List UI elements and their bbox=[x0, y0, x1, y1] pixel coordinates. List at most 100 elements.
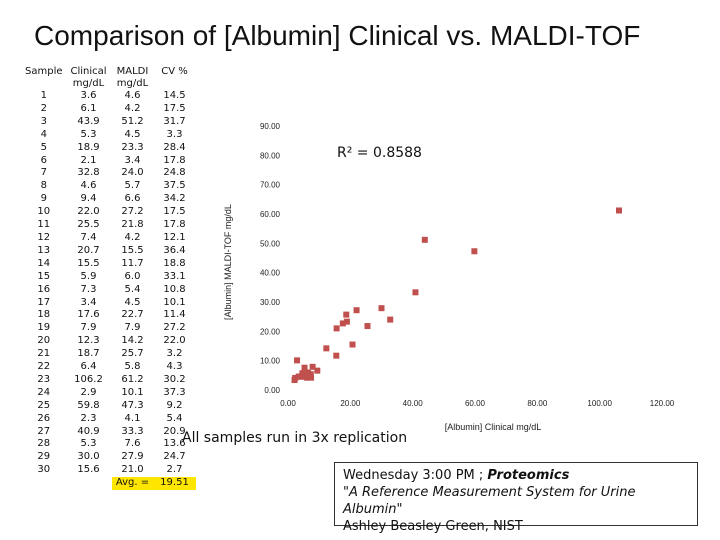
data-point bbox=[294, 357, 301, 364]
table-row: 28 5.3 7.6 13.6 bbox=[22, 438, 196, 451]
reference-journal: Proteomics bbox=[487, 468, 570, 483]
cell-sample: 23 bbox=[37, 373, 51, 385]
cell-clinical: 4.6 bbox=[80, 180, 97, 192]
table-row: 19 7.9 7.9 27.2 bbox=[22, 322, 196, 335]
reference-line-1: Wednesday 3:00 PM ; Proteomics bbox=[343, 467, 689, 484]
cell-cv: 14.5 bbox=[163, 90, 186, 101]
table-row: 25 59.8 47.3 9.2 bbox=[22, 400, 196, 413]
cell-sample: 5 bbox=[40, 141, 47, 153]
cell-sample: 13 bbox=[37, 244, 51, 256]
cell-clinical: 32.8 bbox=[77, 167, 100, 179]
cell-sample: 25 bbox=[37, 399, 51, 411]
cell-cv: 33.1 bbox=[163, 270, 186, 282]
cell-clinical: 43.9 bbox=[77, 115, 100, 127]
cell-cv: 27.2 bbox=[163, 322, 186, 334]
data-point bbox=[378, 305, 385, 312]
cell-sample: 16 bbox=[37, 283, 51, 295]
cell-clinical: 25.5 bbox=[77, 219, 100, 231]
cell-sample: 7 bbox=[40, 167, 47, 179]
data-point bbox=[353, 307, 360, 314]
cell-maldi: 61.2 bbox=[121, 373, 144, 385]
cell-sample: 21 bbox=[37, 348, 51, 360]
cell-sample: 29 bbox=[37, 451, 51, 463]
cell-sample: 4 bbox=[40, 128, 47, 140]
cell-cv: 20.9 bbox=[163, 425, 186, 437]
cell-cv: 10.1 bbox=[163, 296, 186, 308]
y-tick-label: 90.00 bbox=[260, 122, 281, 131]
y-tick-label: 10.00 bbox=[260, 357, 281, 366]
table-row: 12 7.4 4.2 12.1 bbox=[22, 232, 196, 245]
data-point bbox=[349, 341, 356, 348]
table-row: 2 6.1 4.2 17.5 bbox=[22, 103, 196, 116]
cell-cv: 28.4 bbox=[163, 141, 186, 153]
cell-clinical: 3.4 bbox=[80, 296, 97, 308]
table-row: 24 2.9 10.1 37.3 bbox=[22, 387, 196, 400]
table-row: 23 106.2 61.2 30.2 bbox=[22, 374, 196, 387]
cell-sample: 18 bbox=[37, 309, 51, 321]
cell-maldi: 4.1 bbox=[124, 412, 141, 424]
data-point bbox=[412, 289, 419, 296]
cell-maldi: 4.5 bbox=[124, 128, 141, 140]
table-row: 22 6.4 5.8 4.3 bbox=[22, 361, 196, 374]
table-row: 1 3.6 4.6 14.5 bbox=[22, 90, 196, 103]
header-sample: Sample bbox=[25, 66, 63, 77]
cell-cv: 31.7 bbox=[163, 115, 186, 127]
cell-cv: 3.2 bbox=[166, 348, 183, 360]
table-row: 8 4.6 5.7 37.5 bbox=[22, 180, 196, 193]
data-point bbox=[308, 374, 315, 381]
y-tick-label: 30.00 bbox=[260, 298, 281, 307]
data-point bbox=[309, 363, 316, 370]
cell-maldi: 15.5 bbox=[121, 244, 144, 256]
data-point bbox=[314, 367, 321, 374]
cell-sample: 24 bbox=[37, 386, 51, 398]
cell-cv: 9.2 bbox=[166, 399, 183, 411]
cell-maldi: 5.8 bbox=[124, 361, 141, 373]
cell-clinical: 7.4 bbox=[80, 231, 97, 243]
cell-maldi: 47.3 bbox=[121, 399, 144, 411]
cell-maldi: 11.7 bbox=[121, 257, 144, 269]
cell-sample: 28 bbox=[37, 438, 51, 450]
cell-clinical: 6.1 bbox=[80, 102, 97, 114]
y-tick-label: 50.00 bbox=[260, 239, 281, 248]
cell-maldi: 5.7 bbox=[124, 180, 141, 192]
cell-cv: 3.3 bbox=[166, 128, 183, 140]
cell-cv: 24.8 bbox=[163, 167, 186, 179]
cell-cv: 10.8 bbox=[163, 283, 186, 295]
reference-author: Ashley Beasley Green, NIST bbox=[343, 519, 523, 534]
cell-sample: 17 bbox=[37, 296, 51, 308]
cell-sample: 30 bbox=[37, 464, 51, 476]
cell-sample: 27 bbox=[37, 425, 51, 437]
table-row: 20 12.3 14.2 22.0 bbox=[22, 335, 196, 348]
table-row: 17 3.4 4.5 10.1 bbox=[22, 297, 196, 310]
cell-sample: 2 bbox=[40, 102, 47, 114]
cell-clinical: 15.6 bbox=[77, 464, 100, 476]
cell-maldi: 4.5 bbox=[124, 296, 141, 308]
table-row: 21 18.7 25.7 3.2 bbox=[22, 348, 196, 361]
y-tick-label: 20.00 bbox=[260, 327, 281, 336]
cell-clinical: 15.5 bbox=[77, 257, 100, 269]
cell-cv: 18.8 bbox=[163, 257, 186, 269]
data-point bbox=[333, 325, 340, 332]
cell-maldi: 10.1 bbox=[121, 386, 144, 398]
cell-cv: 17.5 bbox=[163, 102, 186, 114]
cell-sample: 19 bbox=[37, 322, 51, 334]
data-point bbox=[615, 207, 622, 214]
cell-maldi: 7.6 bbox=[124, 438, 141, 450]
cell-sample: 22 bbox=[37, 361, 51, 373]
cell-cv: 36.4 bbox=[163, 244, 186, 256]
x-axis-title: [Albumin] Clinical mg/dL bbox=[445, 422, 542, 432]
cell-cv: 17.8 bbox=[163, 154, 186, 166]
data-point bbox=[343, 311, 350, 318]
table-row: 5 18.9 23.3 28.4 bbox=[22, 142, 196, 155]
slide-title: Comparison of [Albumin] Clinical vs. MAL… bbox=[34, 20, 641, 51]
table-row: 14 15.5 11.7 18.8 bbox=[22, 258, 196, 271]
data-point bbox=[421, 236, 428, 243]
cell-maldi: 23.3 bbox=[121, 141, 144, 153]
cell-cv: 5.4 bbox=[166, 412, 183, 424]
cell-maldi: 33.3 bbox=[121, 425, 144, 437]
data-point bbox=[299, 370, 306, 377]
cell-maldi: 6.0 bbox=[124, 270, 141, 282]
data-point bbox=[364, 323, 371, 330]
data-point bbox=[301, 373, 308, 380]
